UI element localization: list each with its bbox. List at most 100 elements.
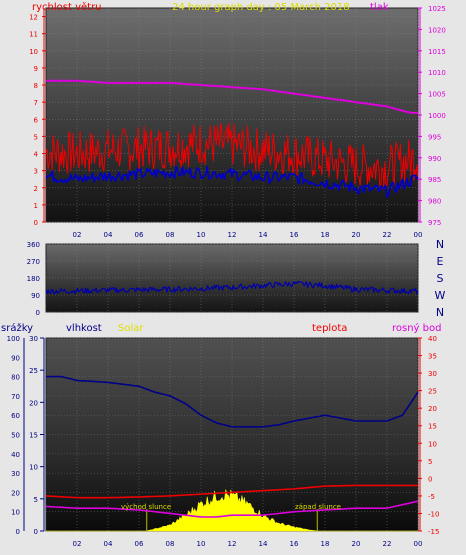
y-tick-label-temperature: 30: [428, 370, 437, 378]
compass-label: S: [437, 272, 444, 285]
axis-title-wind-speed: rychlost větru: [32, 1, 102, 13]
y-tick-label-pressure: 1015: [428, 48, 446, 56]
x-tick-label-temp: 22: [383, 540, 392, 548]
axis-title-solar: Solar: [118, 323, 144, 334]
y-tick-label-humidity: 25: [29, 367, 38, 375]
y-tick-label-humidity: 0: [34, 528, 38, 536]
x-tick-label-temp: 06: [135, 540, 144, 548]
x-tick-label-wind: 08: [166, 231, 175, 239]
x-tick-label-wind: 22: [383, 231, 392, 239]
y-tick-label-temperature: 15: [428, 423, 437, 431]
x-tick-label-wind: 16: [290, 231, 299, 239]
x-tick-label-temp: 02: [73, 540, 82, 548]
y-tick-label-pressure: 1020: [428, 26, 446, 34]
compass-label: N: [436, 306, 444, 319]
y-tick-label-wind: 0: [34, 219, 38, 227]
y-tick-label-pressure: 975: [428, 219, 441, 227]
y-tick-label-temperature: 0: [428, 475, 432, 483]
y-tick-label-wind: 2: [34, 185, 38, 193]
y-tick-label-humidity: 30: [29, 335, 38, 343]
y-tick-label-wind: 6: [34, 116, 39, 124]
x-tick-label-temp: 16: [290, 540, 299, 548]
y-tick-label-precipitation: 60: [11, 412, 20, 420]
y-tick-label-temperature: 35: [428, 353, 437, 361]
y-tick-label-wind: 3: [34, 168, 38, 176]
y-tick-label-temperature: 10: [428, 440, 437, 448]
series-line-wind-gust: [45, 122, 419, 190]
y-tick-label-temperature: -10: [428, 510, 439, 518]
y-tick-label-humidity: 20: [29, 399, 38, 407]
y-tick-label-temperature: -5: [428, 493, 435, 501]
x-tick-label-temp: 12: [228, 540, 237, 548]
y-tick-label-wind: 1: [34, 202, 38, 210]
x-tick-label-temp: 18: [321, 540, 330, 548]
y-tick-label-precipitation: 20: [11, 489, 20, 497]
y-tick-label-pressure: 985: [428, 176, 441, 184]
axis-title-temperature: teplota: [312, 323, 347, 334]
y-tick-label-wind: 4: [34, 151, 39, 159]
y-tick-label-direction: 90: [31, 292, 40, 300]
axis-title-humidity: vlhkost: [66, 323, 102, 334]
x-tick-label-temp: 10: [197, 540, 206, 548]
series-line-humidity: [46, 375, 419, 428]
y-tick-label-pressure: 990: [428, 155, 441, 163]
series-line-temperature: [45, 484, 418, 499]
annotation-sunrise: východ slunce: [121, 503, 171, 511]
series-line-wind-direction: [45, 280, 419, 295]
y-tick-label-precipitation: 80: [11, 374, 20, 382]
y-tick-label-precipitation: 40: [11, 451, 20, 459]
axis-title-pressure: tlak: [370, 2, 389, 13]
x-tick-label-wind: 00: [414, 231, 423, 239]
compass-label: N: [436, 238, 444, 251]
y-tick-label-pressure: 1025: [428, 5, 446, 13]
x-tick-label-wind: 14: [259, 231, 268, 239]
y-tick-label-pressure: 980: [428, 198, 441, 206]
y-tick-label-humidity: 10: [29, 464, 38, 472]
y-tick-label-wind: 8: [34, 82, 38, 90]
x-tick-label-wind: 04: [104, 231, 113, 239]
x-tick-label-temp: 20: [352, 540, 361, 548]
y-tick-label-precipitation: 30: [11, 470, 20, 478]
series-line-wind-speed: [45, 165, 419, 198]
y-tick-label-wind: 12: [29, 14, 38, 22]
compass-label: W: [435, 289, 446, 302]
y-tick-label-precipitation: 100: [7, 335, 20, 343]
x-tick-label-wind: 06: [135, 231, 144, 239]
y-tick-label-humidity: 15: [29, 432, 38, 440]
y-tick-label-precipitation: 50: [11, 432, 20, 440]
annotation-sunset: západ slunce: [295, 503, 341, 511]
y-tick-label-wind: 5: [34, 133, 38, 141]
series-area-solar: [46, 489, 418, 532]
chart-title: 24 hour graph day : 05 March 2018: [172, 2, 350, 13]
y-tick-label-precipitation: 10: [11, 509, 20, 517]
y-tick-label-precipitation: 90: [11, 354, 20, 362]
series-line-dew-point: [45, 500, 419, 518]
y-tick-label-temperature: 5: [428, 458, 432, 466]
y-tick-label-pressure: 1000: [428, 112, 446, 120]
y-tick-label-precipitation: 70: [11, 393, 20, 401]
y-tick-label-pressure: 995: [428, 133, 441, 141]
x-tick-label-temp: 00: [414, 540, 423, 548]
y-tick-label-pressure: 1005: [428, 91, 446, 99]
y-tick-label-precipitation: 0: [16, 528, 20, 536]
y-tick-label-direction: 180: [27, 275, 40, 283]
x-tick-label-wind: 02: [73, 231, 82, 239]
axis-title-precipitation: srážky: [1, 322, 33, 334]
y-tick-label-wind: 9: [34, 65, 38, 73]
y-tick-label-temperature: -15: [428, 528, 439, 536]
series-line-pressure: [46, 79, 418, 114]
x-tick-label-wind: 20: [352, 231, 361, 239]
x-tick-label-wind: 18: [321, 231, 330, 239]
x-tick-label-temp: 08: [166, 540, 175, 548]
y-tick-label-pressure: 1010: [428, 69, 446, 77]
wind-pressure-plot: [45, 7, 419, 223]
y-tick-label-temperature: 40: [428, 335, 437, 343]
x-tick-label-temp: 04: [104, 540, 113, 548]
y-tick-label-temperature: 25: [428, 388, 437, 396]
x-tick-label-wind: 12: [228, 231, 237, 239]
y-tick-label-direction: 0: [36, 309, 40, 317]
y-tick-label-temperature: 20: [428, 405, 437, 413]
y-tick-label-direction: 270: [27, 258, 40, 266]
